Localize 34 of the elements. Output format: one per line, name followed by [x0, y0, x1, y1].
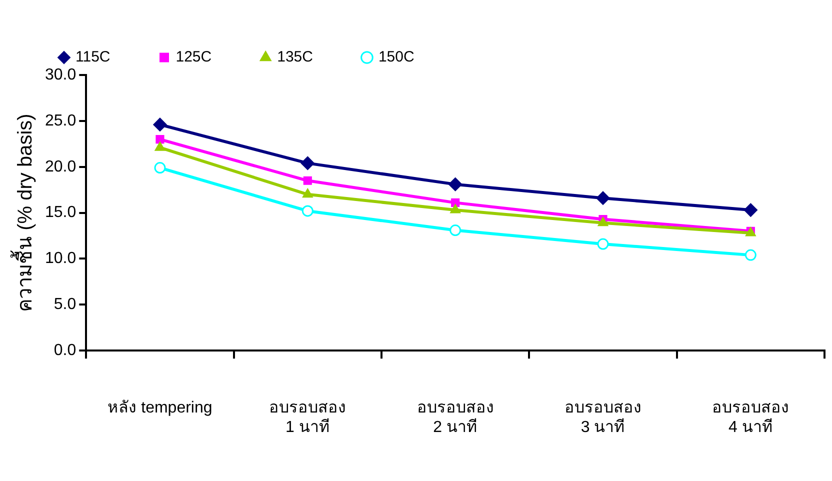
y-tick-label: 0.0: [54, 342, 76, 360]
point: [303, 176, 312, 185]
y-tick-label: 25.0: [45, 112, 76, 130]
x-tick-label: อบรอบสอง 2 นาที: [416, 400, 494, 436]
point: [153, 118, 167, 132]
point: [450, 224, 462, 236]
point: [154, 162, 166, 174]
y-tick-label: 30.0: [45, 66, 76, 84]
x-tick-label: หลัง tempering: [108, 400, 212, 417]
point: [156, 135, 164, 144]
x-tick-label: อบรอบสอง 1 นาที: [269, 400, 346, 436]
point: [596, 191, 610, 205]
legend-label: 150C: [378, 48, 414, 66]
y-tick-label: 20.0: [45, 158, 76, 176]
point: [598, 217, 608, 226]
y-axis-title: ความชื้น (% dry basis): [10, 114, 37, 312]
point: [744, 203, 758, 217]
point: [302, 188, 313, 198]
y-tick-label: 15.0: [45, 204, 76, 222]
x-tick-label: อบรอบสอง 3 นาที: [564, 400, 642, 436]
point: [300, 156, 314, 170]
x-tick-label: อบรอบสอง 4 นาที: [712, 400, 790, 436]
point: [451, 198, 460, 207]
y-tick-label: 5.0: [54, 296, 76, 314]
legend-label: 135C: [277, 48, 314, 66]
point: [744, 249, 756, 261]
point: [450, 204, 460, 214]
point: [448, 178, 462, 192]
point: [597, 238, 609, 250]
y-tick-label: 10.0: [45, 250, 76, 268]
legend-label: 125C: [176, 48, 212, 66]
legend-label: 115C: [76, 48, 110, 66]
point: [302, 205, 314, 217]
point: [154, 142, 166, 151]
